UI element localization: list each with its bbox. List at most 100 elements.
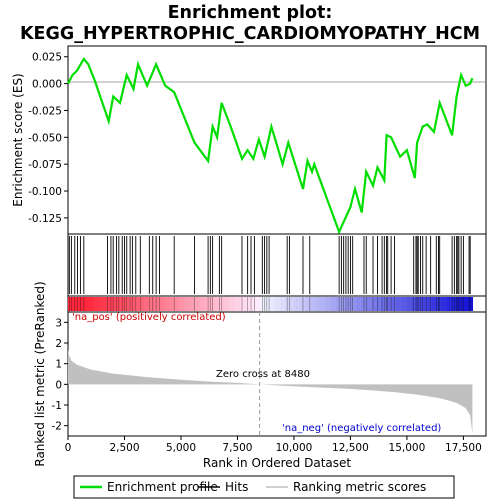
es-y-ticks: 0.025 0.000 -0.025 -0.050 -0.075 -0.100 -0.125 <box>28 52 68 225</box>
heatmap-cell <box>224 297 231 311</box>
heatmap-cell <box>305 297 312 311</box>
heatmap-cell <box>411 297 418 311</box>
heatmap-cell <box>194 297 201 311</box>
legend-box <box>73 475 455 499</box>
heatmap-cell <box>169 297 175 311</box>
legend-label: Enrichment profile <box>107 480 218 494</box>
heatmap-cell <box>416 297 423 311</box>
heatmap-cell <box>78 297 84 311</box>
heatmap-cell <box>143 297 150 311</box>
heatmap-cell <box>174 297 180 311</box>
heatmap-cell <box>290 297 297 311</box>
es-y-axis-label: Enrichment score (ES) <box>11 73 25 206</box>
es-profile-line <box>67 56 474 235</box>
heatmap-cell <box>406 297 413 311</box>
x-tick-label: 10,000 <box>276 442 313 454</box>
heatmap-cell <box>73 297 79 311</box>
heatmap-cell <box>229 297 236 311</box>
heatmap-cell <box>431 297 438 311</box>
heatmap-cell <box>275 297 281 311</box>
heatmap-cell <box>138 297 145 311</box>
legend-label: Ranking metric scores <box>293 480 426 494</box>
heatmap-cell <box>315 297 322 311</box>
heatmap-cell <box>214 297 221 311</box>
heatmap-cell <box>123 297 130 311</box>
es-y-tick-label: -0.125 <box>28 213 62 225</box>
es-y-tick-label: -0.100 <box>28 186 62 198</box>
heatmap-cell <box>280 297 286 311</box>
heatmap-cell <box>255 297 261 311</box>
chart-title-line2: KEGG_HYPERTROPHIC_CARDIOMYOPATHY_HCM <box>20 24 480 44</box>
heatmap-cell <box>320 297 327 311</box>
hit-markers <box>68 236 471 294</box>
heatmap-cell <box>426 297 433 311</box>
heatmap-cell <box>179 297 185 311</box>
heatmap-cell <box>325 297 332 311</box>
heatmap-cell <box>108 297 115 311</box>
metric-y-tick-label: -1 <box>52 400 62 412</box>
heatmap-cell <box>153 297 160 311</box>
metric-y-axis-label: Ranked list metric (PreRanked) <box>33 281 47 466</box>
pos-correlated-label: 'na_pos' (positively correlated) <box>72 312 226 323</box>
es-y-tick-label: 0.025 <box>32 52 62 64</box>
heatmap-cell <box>386 297 393 311</box>
heatmap-cell <box>295 297 302 311</box>
heatmap-cell <box>371 297 377 311</box>
heatmap-cell <box>204 297 211 311</box>
heatmap-cell <box>199 297 206 311</box>
heatmap-cell <box>164 297 170 311</box>
heatmap-cell <box>98 297 104 311</box>
x-axis-ticks: 0 2,500 5,000 7,500 10,000 12,500 15,000 17,500 <box>65 436 482 454</box>
heatmap-cell <box>184 297 190 311</box>
heatmap-cell <box>401 297 408 311</box>
heatmap-cell <box>219 297 226 311</box>
heatmap-cell <box>88 297 94 311</box>
heatmap-cell <box>346 297 352 311</box>
zero-cross-label: Zero cross at 8480 <box>216 369 310 380</box>
heatmap-cell <box>396 297 403 311</box>
metric-y-tick-label: 0 <box>55 379 62 391</box>
metric-y-tick-label: 2 <box>55 338 62 350</box>
heatmap-cell <box>462 297 468 311</box>
x-tick-label: 2,500 <box>109 442 139 454</box>
neg-correlated-label: 'na_neg' (negatively correlated) <box>282 423 441 434</box>
heatmap-cell <box>285 297 292 311</box>
heatmap-cell <box>457 297 463 311</box>
ranking-metric-area <box>68 349 473 434</box>
chart-title-line1: Enrichment plot: <box>168 3 333 23</box>
heatmap-cell <box>300 297 307 311</box>
es-y-tick-label: 0.000 <box>32 79 62 91</box>
heatmap-cell <box>265 297 271 311</box>
heatmap-cell <box>83 297 89 311</box>
x-tick-label: 5,000 <box>166 442 196 454</box>
metric-y-tick-label: -2 <box>52 421 62 433</box>
legend: Enrichment profile Hits Ranking metric sco… <box>80 480 426 494</box>
heatmap-cell <box>421 297 428 311</box>
heatmap-cell <box>270 297 276 311</box>
heatmap-cell <box>447 297 453 311</box>
metric-y-tick-label: 1 <box>55 359 62 371</box>
hits-panel-frame <box>67 233 487 297</box>
legend-label: Hits <box>225 480 248 494</box>
x-tick-label: 0 <box>65 442 72 454</box>
heatmap-cell <box>103 297 110 311</box>
heatmap-cell <box>442 297 448 311</box>
heatmap-cell <box>128 297 135 311</box>
heatmap-cell <box>356 297 362 311</box>
heatmap-cell <box>189 297 195 311</box>
heatmap-cell <box>93 297 99 311</box>
heatmap-cell <box>133 297 140 311</box>
x-tick-label: 7,500 <box>222 442 252 454</box>
metric-y-ticks: 3 2 1 0 -1 -2 <box>52 317 68 433</box>
heatmap-cell <box>366 297 372 311</box>
heatmap-cell <box>158 297 165 311</box>
heatmap-cell <box>376 297 383 311</box>
metric-y-tick-label: 3 <box>55 317 62 329</box>
es-panel-frame <box>67 45 487 235</box>
heatmap-cell <box>351 297 357 311</box>
es-y-tick-label: -0.075 <box>28 159 62 171</box>
heatmap-cell <box>310 297 317 311</box>
heatmap-cell <box>118 297 125 311</box>
x-tick-label: 15,000 <box>389 442 426 454</box>
